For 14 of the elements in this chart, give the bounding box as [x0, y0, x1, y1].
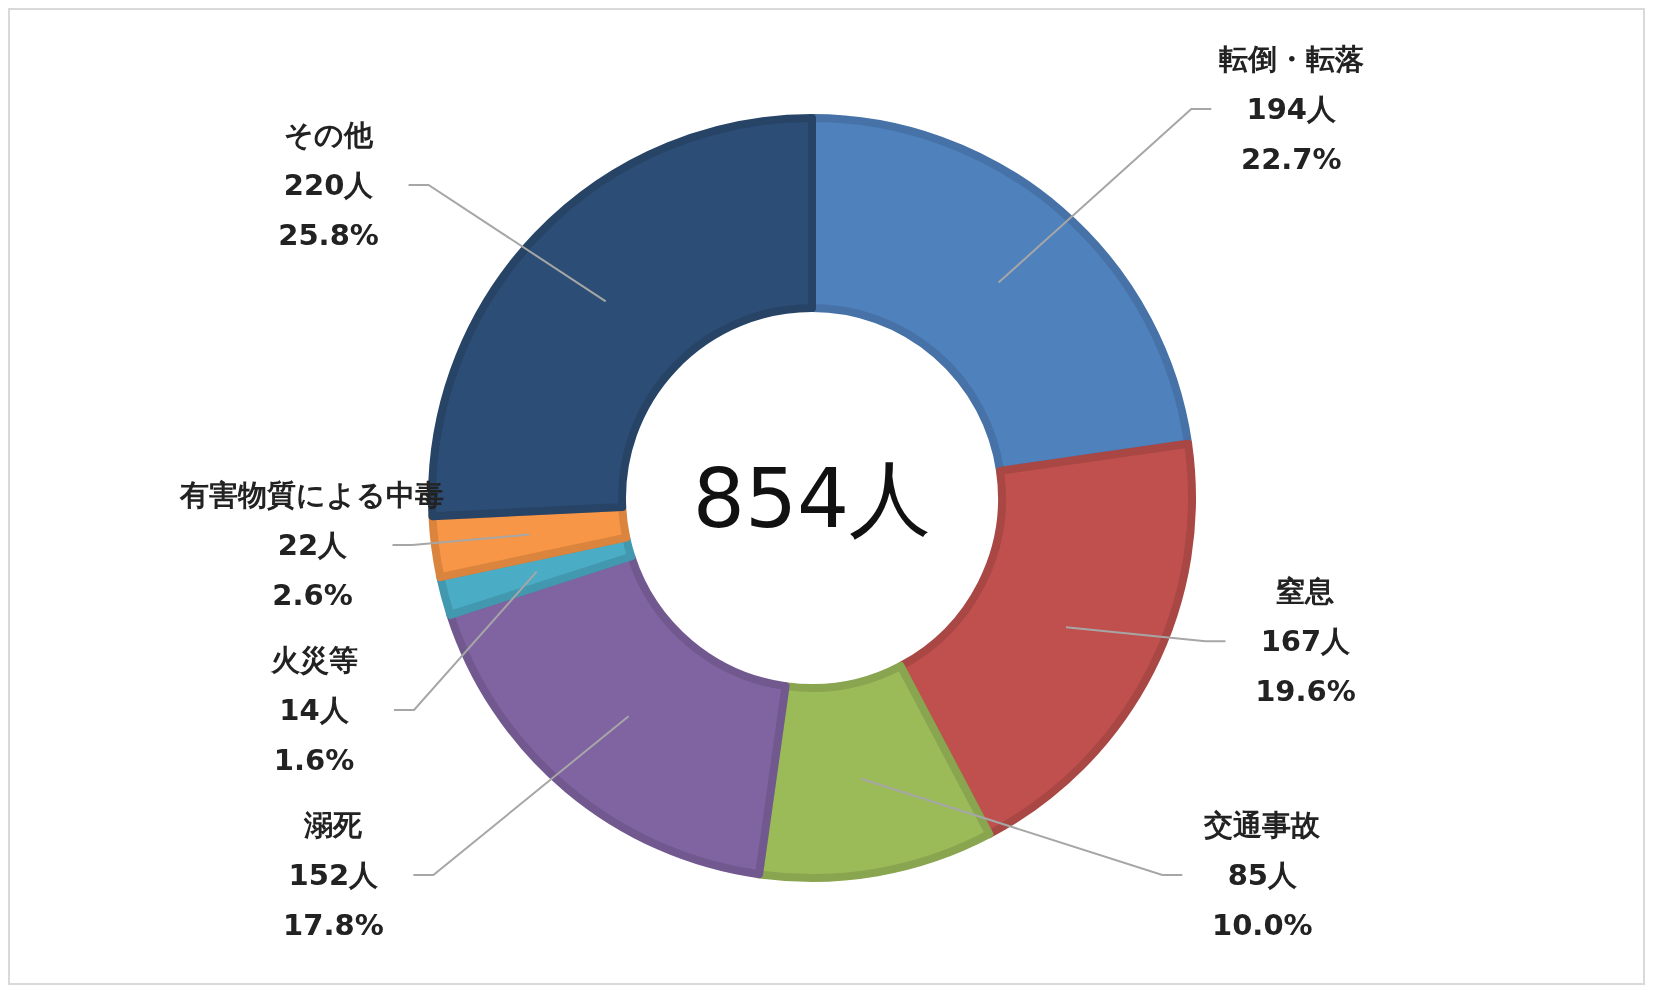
slice-label: 窒息 [1276, 574, 1335, 609]
text: 854人 [692, 450, 932, 546]
slice-label: 転倒・転落 [1218, 42, 1364, 77]
data-label: 194人 22.7% [1240, 92, 1342, 177]
data-label: 14人 1.6% [273, 693, 355, 778]
data-label: 22人 2.6% [272, 528, 353, 613]
data-label: 152人 17.8% [283, 858, 384, 943]
data-label: 85人 10.0% [1212, 858, 1313, 943]
slice-label: 交通事故 [1203, 808, 1322, 843]
slice-label: 溺死 [303, 808, 364, 843]
data-label: 220人 25.8% [278, 168, 379, 253]
slice-label: 火災等 [269, 643, 358, 678]
slice-label: その他 [284, 118, 375, 153]
data-label: 167人 19.6% [1255, 624, 1356, 709]
